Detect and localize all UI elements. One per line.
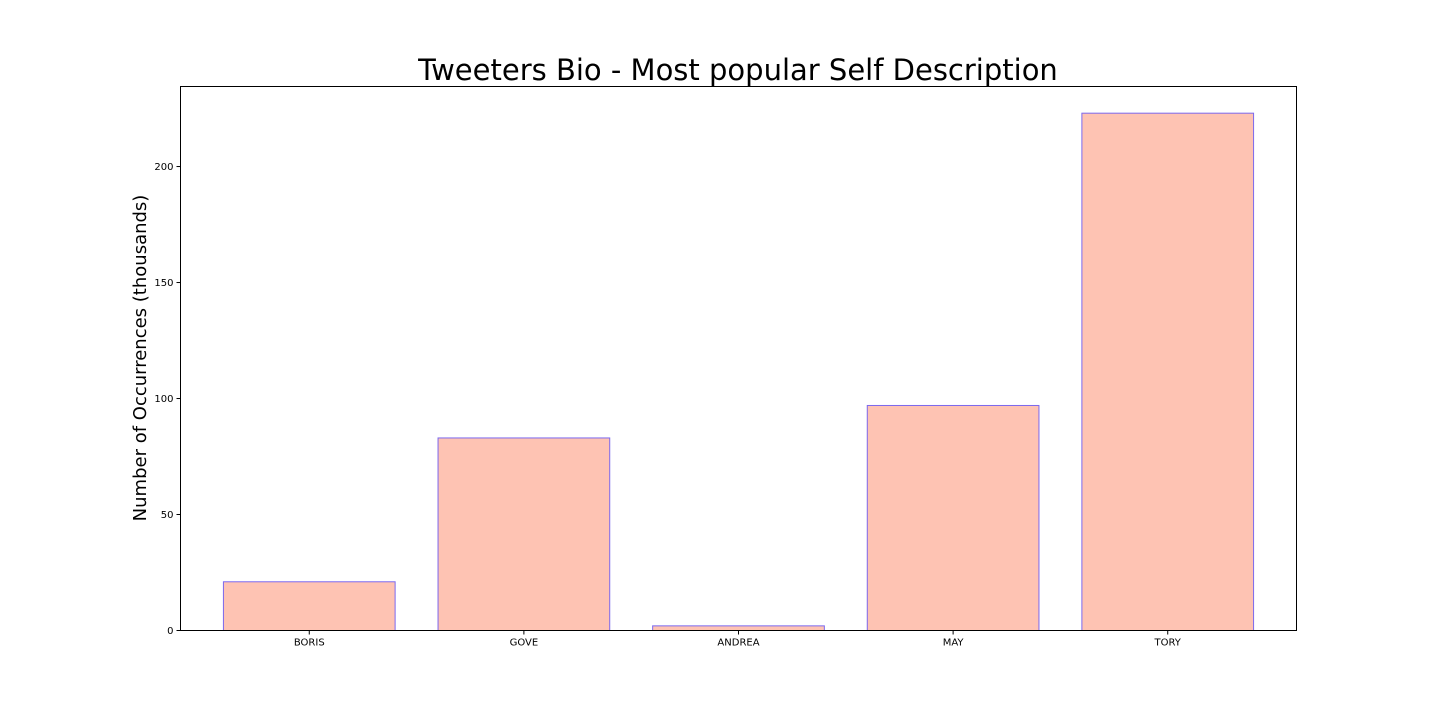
y-tick-label: 0	[167, 626, 173, 637]
y-axis-label: Number of Occurrences (thousands)	[130, 195, 151, 522]
x-axis-ticks: BORIS GOVE ANDREA MAY TORY	[294, 630, 1182, 649]
x-tick-label: GOVE	[510, 638, 539, 649]
y-tick-label: 200	[154, 162, 173, 173]
x-tick-label: BORIS	[294, 638, 325, 649]
bar-tory	[1081, 112, 1255, 631]
bar-may	[866, 404, 1040, 631]
x-tick-label: MAY	[943, 638, 965, 649]
chart-title: Tweeters Bio - Most popular Self Descrip…	[417, 53, 1058, 87]
bar-gove	[437, 437, 611, 631]
y-tick-label: 150	[154, 278, 173, 289]
y-tick-label: 100	[154, 394, 173, 405]
bar-andrea	[652, 625, 825, 632]
x-tick-label: TORY	[1154, 638, 1182, 649]
bar-boris	[222, 581, 396, 631]
bar-series	[222, 112, 1255, 632]
plot-area-frame	[180, 86, 1297, 631]
x-tick-label: ANDREA	[717, 638, 759, 649]
y-axis-ticks: 0 50 100 150 200	[154, 162, 181, 637]
y-tick-label: 50	[161, 510, 174, 521]
